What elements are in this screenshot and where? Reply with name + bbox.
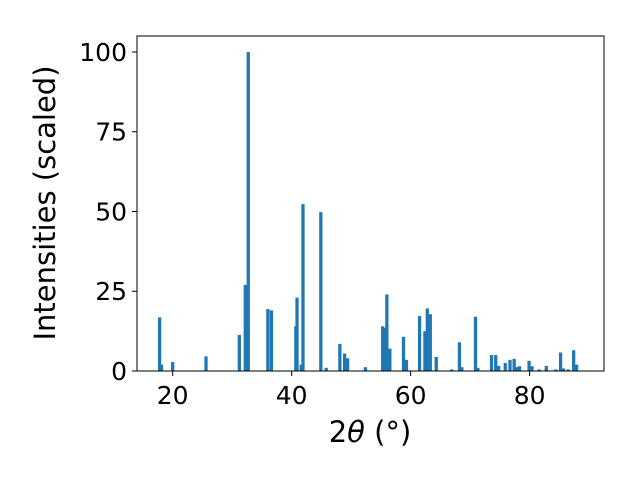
bar	[514, 367, 519, 371]
bar	[434, 356, 438, 371]
bar	[388, 348, 392, 371]
bar	[572, 350, 576, 371]
bar	[489, 355, 494, 371]
bar	[345, 358, 350, 371]
bar	[512, 358, 516, 371]
bar	[473, 316, 478, 371]
bar	[243, 284, 247, 371]
x-axis-label-symbol: θ	[347, 415, 365, 449]
bar	[544, 365, 548, 371]
bar	[266, 309, 270, 371]
bar	[527, 360, 531, 371]
bar	[363, 367, 368, 371]
y-ticks-group: 0 25 50 75 100	[79, 38, 137, 386]
bar	[159, 364, 164, 371]
bar	[566, 369, 570, 371]
x-ticks-group: 20 40 60 80	[157, 371, 546, 410]
bar	[494, 355, 498, 371]
y-tick-label: 75	[95, 118, 127, 147]
bar	[324, 367, 328, 371]
bar	[299, 364, 303, 371]
bar	[554, 369, 558, 371]
bar	[574, 364, 579, 371]
x-tick-label: 40	[276, 381, 308, 410]
bar	[561, 368, 566, 371]
bar	[530, 366, 534, 371]
bar	[404, 359, 409, 371]
bar	[171, 362, 175, 371]
bar	[342, 353, 347, 371]
x-tick-label: 60	[395, 381, 427, 410]
bar	[237, 334, 241, 371]
bar	[417, 316, 422, 371]
bars-group	[157, 51, 579, 371]
x-tick-label: 20	[157, 381, 189, 410]
bar	[497, 365, 501, 371]
y-axis-label: Intensities (scaled)	[28, 65, 62, 340]
x-axis-label: 2θ (°)	[329, 415, 412, 449]
bar	[401, 336, 406, 371]
plot-frame	[136, 35, 605, 372]
bar	[558, 352, 563, 371]
bar	[460, 367, 464, 371]
bar	[457, 342, 462, 371]
y-tick-label: 0	[111, 357, 127, 386]
bar	[423, 331, 427, 371]
bar	[382, 327, 387, 371]
y-tick-label: 50	[95, 197, 127, 226]
bar	[301, 204, 305, 371]
bar	[381, 326, 385, 371]
bar	[338, 343, 342, 371]
bar	[425, 308, 429, 371]
bar	[517, 366, 522, 371]
y-tick-label: 100	[79, 38, 127, 67]
bar	[269, 310, 274, 371]
bar	[204, 356, 208, 371]
bar	[319, 212, 323, 371]
bar	[450, 369, 454, 371]
x-tick-label: 80	[514, 381, 546, 410]
bar	[385, 294, 389, 371]
bar	[246, 51, 250, 371]
bar	[157, 317, 162, 371]
bar	[508, 359, 512, 371]
bar	[428, 314, 432, 371]
y-tick-label: 25	[95, 277, 127, 306]
bar	[476, 367, 480, 371]
bar	[503, 363, 507, 371]
bar	[295, 297, 299, 371]
bar	[537, 369, 541, 371]
